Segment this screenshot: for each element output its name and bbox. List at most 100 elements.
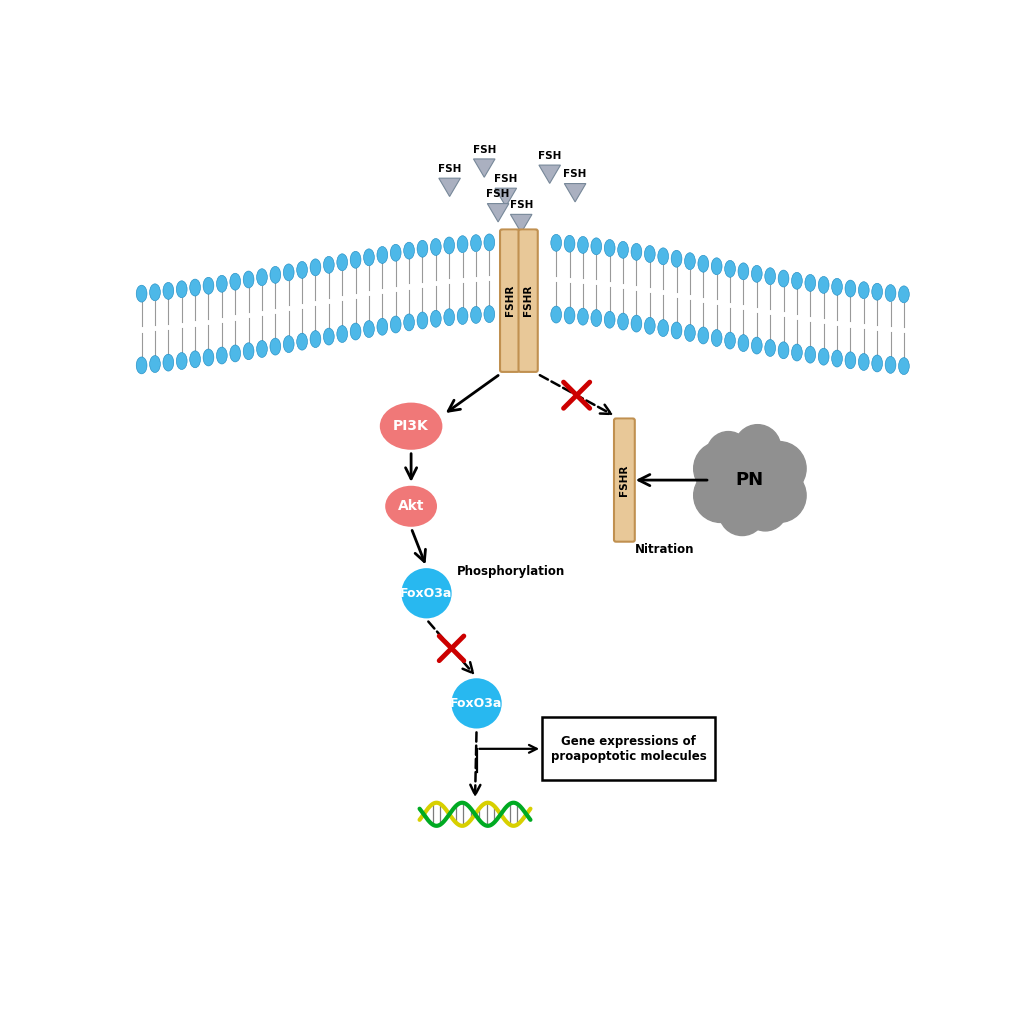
- Text: FSH: FSH: [493, 174, 517, 184]
- Circle shape: [706, 431, 749, 475]
- Ellipse shape: [137, 357, 147, 374]
- Circle shape: [734, 425, 780, 471]
- Ellipse shape: [550, 306, 561, 323]
- Ellipse shape: [631, 243, 641, 260]
- Ellipse shape: [844, 280, 855, 297]
- Text: Akt: Akt: [397, 499, 424, 514]
- FancyBboxPatch shape: [518, 230, 537, 372]
- Ellipse shape: [390, 316, 400, 333]
- Ellipse shape: [378, 402, 443, 451]
- Ellipse shape: [190, 279, 201, 296]
- Ellipse shape: [590, 309, 601, 326]
- Polygon shape: [538, 165, 559, 183]
- Ellipse shape: [791, 273, 802, 289]
- Ellipse shape: [150, 284, 160, 301]
- Ellipse shape: [858, 354, 868, 370]
- Ellipse shape: [404, 242, 414, 259]
- Ellipse shape: [229, 345, 240, 362]
- Ellipse shape: [710, 257, 721, 275]
- Ellipse shape: [384, 485, 437, 528]
- Ellipse shape: [297, 261, 307, 279]
- Ellipse shape: [898, 358, 908, 374]
- Ellipse shape: [176, 281, 186, 298]
- Text: FSHR: FSHR: [504, 285, 515, 316]
- Ellipse shape: [176, 353, 186, 369]
- Ellipse shape: [310, 331, 321, 348]
- Ellipse shape: [684, 253, 695, 270]
- Ellipse shape: [257, 341, 267, 357]
- Text: FSH: FSH: [437, 164, 461, 174]
- Ellipse shape: [457, 307, 468, 324]
- Polygon shape: [502, 232, 516, 241]
- Text: PI3K: PI3K: [393, 419, 429, 433]
- Ellipse shape: [631, 315, 641, 333]
- Text: FSHR: FSHR: [523, 285, 533, 316]
- Ellipse shape: [203, 278, 214, 294]
- Ellipse shape: [336, 325, 347, 343]
- Ellipse shape: [858, 282, 868, 299]
- Ellipse shape: [804, 275, 815, 291]
- Ellipse shape: [804, 346, 815, 363]
- Ellipse shape: [657, 319, 667, 337]
- Ellipse shape: [817, 277, 828, 293]
- Ellipse shape: [871, 355, 881, 372]
- Ellipse shape: [564, 235, 575, 252]
- Ellipse shape: [243, 343, 254, 360]
- Ellipse shape: [404, 314, 414, 331]
- Ellipse shape: [163, 354, 173, 371]
- Ellipse shape: [457, 236, 468, 252]
- Ellipse shape: [336, 254, 347, 271]
- Text: FoxO3a: FoxO3a: [399, 587, 452, 600]
- Text: FSH: FSH: [562, 170, 586, 179]
- Ellipse shape: [738, 335, 748, 352]
- Ellipse shape: [270, 338, 280, 355]
- Ellipse shape: [350, 323, 361, 340]
- Ellipse shape: [898, 286, 908, 303]
- Circle shape: [710, 441, 788, 519]
- Ellipse shape: [470, 235, 481, 251]
- Ellipse shape: [430, 239, 441, 255]
- Text: FSHR: FSHR: [619, 465, 629, 495]
- Ellipse shape: [323, 328, 334, 345]
- Ellipse shape: [310, 259, 321, 276]
- Ellipse shape: [190, 351, 201, 368]
- Ellipse shape: [564, 307, 575, 324]
- Ellipse shape: [270, 266, 280, 284]
- Ellipse shape: [229, 274, 240, 290]
- Text: Nitration: Nitration: [635, 543, 694, 556]
- Ellipse shape: [684, 324, 695, 342]
- Polygon shape: [487, 203, 508, 222]
- Ellipse shape: [618, 313, 628, 331]
- Text: FSH: FSH: [472, 144, 495, 155]
- Ellipse shape: [618, 241, 628, 258]
- Ellipse shape: [283, 264, 293, 281]
- Ellipse shape: [363, 320, 374, 338]
- Circle shape: [743, 488, 786, 531]
- Text: FSH: FSH: [486, 189, 510, 199]
- Ellipse shape: [830, 279, 842, 295]
- FancyBboxPatch shape: [499, 230, 519, 372]
- Ellipse shape: [257, 268, 267, 286]
- Ellipse shape: [657, 248, 667, 264]
- Polygon shape: [438, 178, 460, 196]
- Polygon shape: [616, 420, 632, 429]
- Ellipse shape: [417, 240, 427, 257]
- Ellipse shape: [723, 333, 735, 349]
- Text: FSH: FSH: [510, 200, 532, 211]
- Ellipse shape: [216, 276, 227, 292]
- Ellipse shape: [723, 260, 735, 278]
- Polygon shape: [494, 188, 516, 206]
- Ellipse shape: [590, 238, 601, 255]
- Text: FSH: FSH: [537, 151, 560, 161]
- FancyBboxPatch shape: [541, 717, 714, 780]
- Polygon shape: [521, 232, 534, 241]
- Circle shape: [751, 441, 805, 495]
- Ellipse shape: [738, 262, 748, 280]
- Ellipse shape: [764, 267, 774, 285]
- Polygon shape: [564, 183, 585, 202]
- Ellipse shape: [203, 349, 214, 366]
- Ellipse shape: [163, 283, 173, 299]
- Ellipse shape: [644, 317, 654, 335]
- Ellipse shape: [577, 236, 588, 253]
- Ellipse shape: [697, 327, 708, 344]
